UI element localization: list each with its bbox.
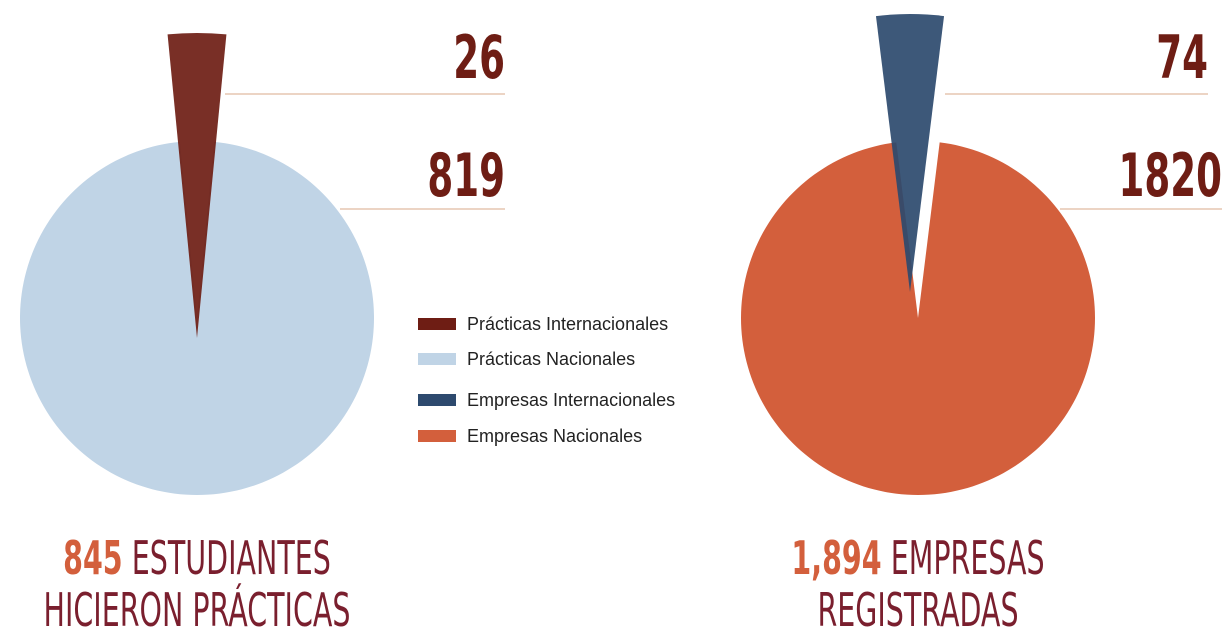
value-label: 819 — [427, 141, 505, 211]
legend-swatch — [418, 430, 456, 442]
pie-slice — [741, 142, 1095, 496]
pie-slice — [167, 33, 227, 338]
value-label: 1820 — [1118, 141, 1222, 211]
caption-line: 845 ESTUDIANTES — [63, 532, 331, 586]
legend-label: Empresas Internacionales — [467, 390, 675, 410]
value-label: 74 — [1156, 23, 1208, 93]
caption-text: EMPRESAS — [891, 532, 1045, 586]
legend-swatch — [418, 318, 456, 330]
legend-swatch — [418, 353, 456, 365]
caption-line: 1,894 EMPRESAS — [791, 532, 1044, 586]
caption-total: 1,894 — [791, 532, 881, 586]
legend-label: Prácticas Internacionales — [467, 314, 668, 334]
caption-line: REGISTRADAS — [817, 584, 1018, 632]
legend-label: Prácticas Nacionales — [467, 349, 635, 369]
caption-line: HICIERON PRÁCTICAS — [44, 582, 351, 632]
caption-total: 845 — [63, 532, 123, 586]
legend-label: Empresas Nacionales — [467, 426, 642, 446]
value-label: 26 — [453, 23, 505, 93]
legend-swatch — [418, 394, 456, 406]
caption-text: ESTUDIANTES — [132, 532, 331, 586]
pie-slice — [875, 14, 945, 293]
